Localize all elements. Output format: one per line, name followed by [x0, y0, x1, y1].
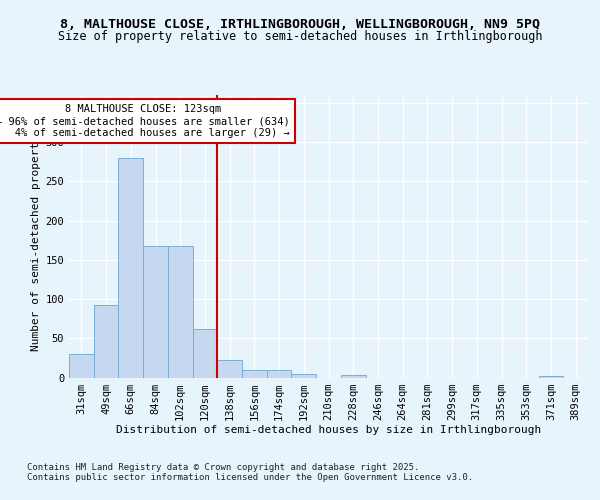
Bar [118, 158, 143, 378]
Text: 8, MALTHOUSE CLOSE, IRTHLINGBOROUGH, WELLINGBOROUGH, NN9 5PQ: 8, MALTHOUSE CLOSE, IRTHLINGBOROUGH, WEL… [60, 18, 540, 30]
Text: 8 MALTHOUSE CLOSE: 123sqm
← 96% of semi-detached houses are smaller (634)
   4% : 8 MALTHOUSE CLOSE: 123sqm ← 96% of semi-… [0, 104, 290, 138]
Text: Contains HM Land Registry data © Crown copyright and database right 2025.
Contai: Contains HM Land Registry data © Crown c… [27, 462, 473, 482]
Bar [168, 246, 193, 378]
Bar [292, 374, 316, 378]
Bar [94, 304, 118, 378]
Bar [69, 354, 94, 378]
Bar [539, 376, 563, 378]
Bar [341, 375, 365, 378]
Bar [217, 360, 242, 378]
Y-axis label: Number of semi-detached properties: Number of semi-detached properties [31, 122, 41, 351]
Text: Size of property relative to semi-detached houses in Irthlingborough: Size of property relative to semi-detach… [58, 30, 542, 43]
Bar [267, 370, 292, 378]
Bar [143, 246, 168, 378]
X-axis label: Distribution of semi-detached houses by size in Irthlingborough: Distribution of semi-detached houses by … [116, 426, 541, 436]
Bar [193, 329, 217, 378]
Bar [242, 370, 267, 378]
